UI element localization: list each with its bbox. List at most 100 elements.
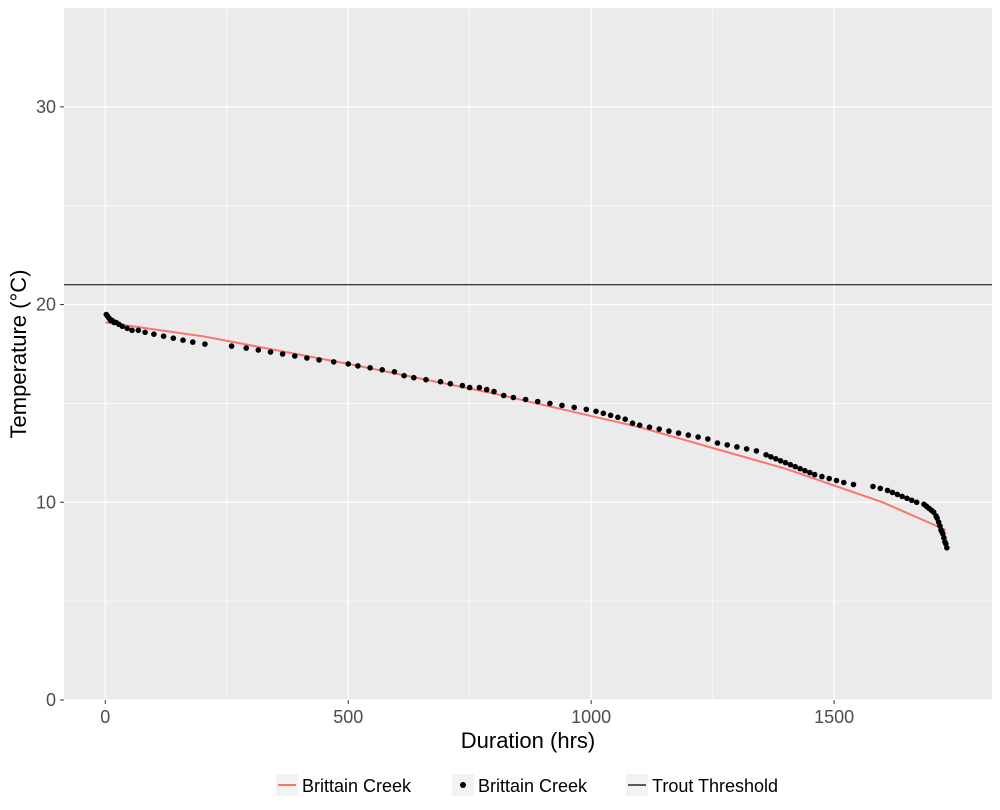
data-point bbox=[547, 400, 553, 407]
y-tick-label: 30 bbox=[36, 97, 56, 117]
data-point bbox=[777, 458, 784, 464]
data-point bbox=[656, 426, 662, 432]
data-point bbox=[768, 454, 774, 460]
data-point bbox=[622, 416, 628, 423]
x-axis-title: Duration (hrs) bbox=[461, 728, 595, 753]
data-point bbox=[267, 349, 274, 355]
data-point bbox=[255, 347, 262, 353]
grid-minor bbox=[64, 7, 992, 700]
data-point bbox=[782, 459, 789, 466]
data-point bbox=[870, 483, 876, 490]
data-point bbox=[675, 430, 682, 436]
data-point bbox=[491, 388, 497, 395]
data-point bbox=[447, 380, 454, 387]
data-point bbox=[279, 351, 286, 357]
data-point bbox=[753, 448, 760, 454]
data-point bbox=[124, 325, 130, 332]
data-point bbox=[841, 479, 847, 486]
data-point bbox=[773, 456, 779, 462]
data-point bbox=[180, 337, 186, 344]
y-tick-label: 20 bbox=[36, 295, 56, 315]
data-point bbox=[909, 497, 915, 504]
data-point bbox=[743, 446, 750, 452]
data-point bbox=[646, 424, 653, 431]
data-point bbox=[483, 386, 490, 393]
data-point bbox=[391, 369, 398, 375]
data-point bbox=[797, 465, 803, 472]
x-tick-label: 1000 bbox=[571, 707, 611, 727]
data-point bbox=[522, 396, 529, 403]
data-point bbox=[826, 475, 832, 482]
data-point bbox=[850, 481, 857, 488]
data-point bbox=[802, 467, 808, 474]
data-point bbox=[500, 392, 507, 399]
data-point bbox=[292, 353, 298, 359]
grid-major bbox=[64, 8, 992, 701]
data-point bbox=[792, 463, 798, 470]
data-point bbox=[884, 487, 891, 494]
data-point bbox=[944, 545, 950, 551]
data-point bbox=[559, 402, 565, 409]
data-point bbox=[202, 341, 208, 347]
data-point bbox=[160, 333, 167, 340]
axis-ticks: 0 500 1000 1500 0 10 20 30 bbox=[36, 97, 854, 727]
data-point bbox=[734, 444, 740, 450]
data-point bbox=[705, 436, 711, 442]
data-point bbox=[345, 361, 352, 367]
data-point bbox=[819, 473, 825, 480]
data-point bbox=[401, 372, 407, 379]
legend-label: Trout Threshold bbox=[652, 776, 778, 796]
data-point bbox=[304, 355, 310, 361]
data-point bbox=[894, 491, 901, 498]
trend-line bbox=[105, 321, 947, 531]
data-point bbox=[593, 408, 599, 415]
data-point bbox=[629, 420, 636, 427]
series-layer bbox=[103, 311, 950, 551]
data-point bbox=[607, 412, 614, 419]
legend-key-point bbox=[460, 782, 466, 788]
data-point bbox=[119, 323, 126, 330]
data-point bbox=[228, 343, 235, 349]
y-axis-title: Temperature (°C) bbox=[6, 270, 31, 439]
data-point bbox=[899, 493, 905, 500]
data-point bbox=[135, 327, 142, 334]
data-point bbox=[904, 495, 910, 502]
x-tick-label: 500 bbox=[333, 707, 363, 727]
data-point bbox=[466, 384, 473, 391]
plot-panel bbox=[64, 8, 992, 700]
data-point bbox=[571, 404, 577, 411]
data-point bbox=[695, 434, 701, 440]
data-point bbox=[889, 489, 896, 496]
data-point bbox=[807, 469, 813, 476]
data-point bbox=[877, 485, 884, 492]
data-point bbox=[243, 345, 249, 351]
data-point bbox=[423, 376, 429, 383]
data-point bbox=[142, 329, 148, 336]
data-point bbox=[763, 452, 769, 458]
y-tick-label: 10 bbox=[36, 492, 56, 512]
data-point bbox=[170, 335, 177, 342]
data-point bbox=[666, 428, 672, 434]
data-point bbox=[685, 432, 692, 438]
data-point bbox=[615, 414, 621, 421]
data-point bbox=[459, 382, 466, 389]
data-point bbox=[534, 398, 541, 405]
data-point bbox=[833, 477, 840, 484]
x-tick-label: 1500 bbox=[814, 707, 854, 727]
data-point bbox=[787, 461, 794, 468]
data-point bbox=[129, 327, 135, 334]
x-tick-label: 0 bbox=[100, 707, 110, 727]
legend-label: Brittain Creek bbox=[302, 776, 412, 796]
legend: Brittain Creek Brittain Creek Trout Thresh… bbox=[276, 774, 778, 796]
legend-label: Brittain Creek bbox=[478, 776, 588, 796]
data-point bbox=[913, 499, 920, 506]
data-point bbox=[811, 471, 818, 478]
y-tick-label: 0 bbox=[46, 690, 56, 710]
data-point bbox=[330, 359, 337, 365]
data-point bbox=[316, 357, 322, 363]
data-point bbox=[510, 394, 517, 401]
data-point bbox=[437, 378, 444, 385]
data-point bbox=[600, 410, 607, 417]
data-point bbox=[367, 365, 373, 371]
